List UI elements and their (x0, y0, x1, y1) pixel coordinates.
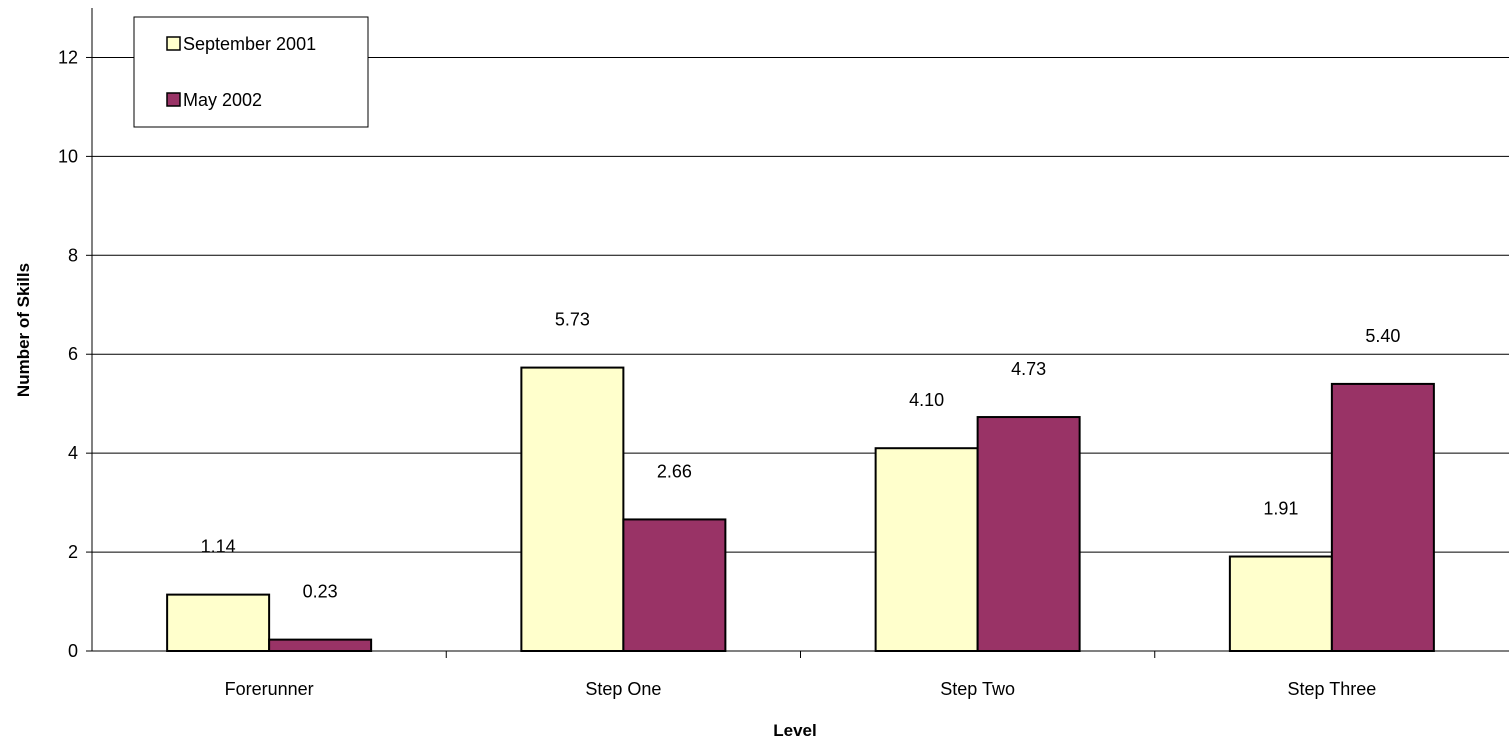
bar-step-three-may-2002 (1330, 382, 1435, 652)
y-tick-label-6: 6 (68, 344, 78, 364)
bar-step-one-may-2002 (622, 518, 727, 652)
y-tick-labels: 0 2 4 6 8 10 12 (58, 47, 78, 661)
legend-label-may-2002: May 2002 (183, 90, 262, 110)
y-tick-label-8: 8 (68, 245, 78, 265)
y-tick-label-10: 10 (58, 146, 78, 166)
axes (86, 8, 1509, 658)
data-label-forerunner-may-2002: 0.23 (303, 582, 338, 602)
y-tick-label-4: 4 (68, 443, 78, 463)
data-label-step-three-september-2001: 1.91 (1263, 499, 1298, 519)
data-label-step-one-may-2002: 2.66 (657, 461, 692, 481)
data-label-step-three-may-2002: 5.40 (1365, 326, 1400, 346)
data-label-forerunner-september-2001: 1.14 (201, 537, 236, 557)
x-tick-label-step-one: Step One (585, 679, 661, 699)
bars (166, 366, 1435, 653)
y-tick-label-2: 2 (68, 542, 78, 562)
data-label-step-two-may-2002: 4.73 (1011, 359, 1046, 379)
x-tick-label-step-three: Step Three (1288, 679, 1377, 699)
legend: September 2001 May 2002 (133, 16, 369, 128)
legend-swatch-september-2001 (166, 36, 181, 51)
legend-label-september-2001: September 2001 (183, 34, 316, 54)
gridlines (92, 56, 1509, 553)
y-tick-label-0: 0 (68, 641, 78, 661)
bar-step-two-september-2001 (874, 447, 979, 653)
y-axis-title: Number of Skills (14, 263, 33, 397)
x-tick-label-step-two: Step Two (940, 679, 1015, 699)
y-tick-label-12: 12 (58, 47, 78, 67)
bar-step-one-september-2001 (520, 366, 625, 652)
bar-step-two-may-2002 (976, 416, 1081, 653)
bar-step-three-september-2001 (1228, 555, 1333, 652)
bar-forerunner-may-2002 (268, 638, 373, 652)
data-labels: 1.14 0.23 5.73 2.66 4.10 4.73 1.91 5.40 (201, 310, 1401, 602)
data-label-step-one-september-2001: 5.73 (555, 310, 590, 330)
legend-box (133, 16, 369, 128)
data-label-step-two-september-2001: 4.10 (909, 390, 944, 410)
x-axis-title: Level (773, 721, 816, 740)
x-tick-label-forerunner: Forerunner (225, 679, 314, 699)
bar-forerunner-september-2001 (166, 593, 271, 652)
legend-swatch-may-2002 (166, 92, 181, 107)
x-tick-labels: Forerunner Step One Step Two Step Three (225, 679, 1377, 699)
